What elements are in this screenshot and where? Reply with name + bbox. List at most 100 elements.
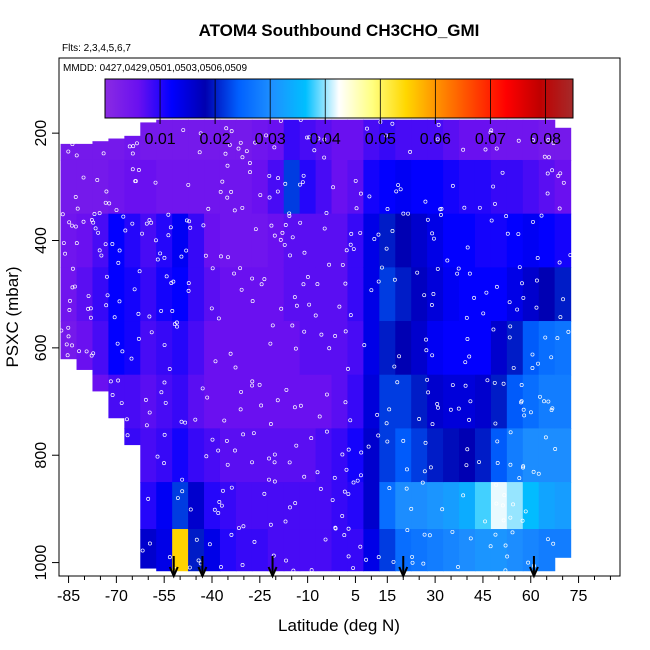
sample-point xyxy=(346,447,351,452)
sample-point xyxy=(354,206,359,211)
sample-point xyxy=(422,469,427,474)
sample-point xyxy=(291,568,296,573)
sample-point xyxy=(333,334,338,338)
heatmap-cell xyxy=(363,428,380,483)
x-tick-label: 30 xyxy=(426,588,444,605)
sample-point xyxy=(508,515,513,520)
sample-point xyxy=(542,154,547,159)
sample-point xyxy=(535,256,540,260)
sample-point xyxy=(197,150,202,155)
sample-point xyxy=(529,410,533,415)
sample-point xyxy=(301,173,306,178)
sample-point xyxy=(484,290,489,295)
sample-point xyxy=(550,168,555,173)
sample-point xyxy=(293,501,298,506)
heatmap-cell xyxy=(347,374,365,429)
sample-point xyxy=(461,493,466,498)
sample-point xyxy=(530,366,535,370)
heatmap-cell xyxy=(299,267,317,322)
sample-point xyxy=(342,533,347,538)
sample-point xyxy=(349,231,354,236)
sample-point xyxy=(97,211,102,216)
sample-point xyxy=(494,501,499,506)
sample-point xyxy=(435,137,440,142)
heatmap-cell xyxy=(427,213,444,268)
sample-point xyxy=(162,432,167,437)
sample-point xyxy=(179,419,184,424)
sample-point xyxy=(288,505,292,510)
sample-point xyxy=(75,206,80,211)
sample-point xyxy=(68,298,72,303)
sample-point xyxy=(420,480,425,485)
sample-point xyxy=(553,447,558,451)
sample-point xyxy=(351,247,356,251)
heatmap-cell xyxy=(60,143,78,161)
colorbar-tick-label: 0.07 xyxy=(475,131,506,148)
heatmap-cell xyxy=(188,529,205,572)
heatmap-cell xyxy=(108,138,125,161)
sample-point xyxy=(322,226,327,231)
sample-point xyxy=(216,511,221,515)
sample-point xyxy=(86,294,91,299)
heatmap-cell xyxy=(299,374,317,429)
sample-point xyxy=(422,293,427,298)
sample-point xyxy=(327,262,332,267)
colorbar-tick-label: 0.08 xyxy=(530,131,561,148)
heatmap-cell xyxy=(188,159,205,215)
sample-point xyxy=(247,161,252,165)
sample-point xyxy=(561,180,566,185)
sample-point xyxy=(387,486,392,491)
sample-point xyxy=(140,231,144,236)
sample-point xyxy=(252,539,257,544)
sample-point xyxy=(240,563,245,567)
sample-point xyxy=(450,383,455,388)
sample-point xyxy=(284,387,289,392)
sample-point xyxy=(343,400,348,405)
sample-point xyxy=(134,141,139,146)
sample-point xyxy=(450,529,455,534)
colorbar-tick-label: 0.04 xyxy=(310,131,341,148)
heatmap-cell xyxy=(92,141,110,161)
sample-point xyxy=(228,351,233,356)
sample-point xyxy=(70,266,75,271)
sample-point xyxy=(305,135,309,140)
heatmap-cell xyxy=(443,267,460,322)
sample-point xyxy=(253,140,258,145)
sample-point xyxy=(421,561,426,566)
sample-point xyxy=(439,206,444,211)
sample-point xyxy=(292,295,297,300)
heatmap-cell xyxy=(204,159,221,215)
sample-point xyxy=(558,315,563,320)
sample-point xyxy=(568,253,573,258)
heatmap-cell xyxy=(427,482,444,530)
heatmap-cell xyxy=(506,119,524,161)
sample-point xyxy=(450,183,455,188)
heatmap-cell xyxy=(395,213,412,268)
heatmap-cell xyxy=(331,321,349,376)
heatmap-cell xyxy=(427,529,444,572)
sample-point xyxy=(70,142,75,147)
sample-point xyxy=(505,231,510,236)
sample-point xyxy=(158,251,163,256)
sample-point xyxy=(380,265,384,270)
heatmap-cell xyxy=(315,267,333,322)
heatmap-cell xyxy=(443,321,460,376)
heatmap-cell xyxy=(347,159,365,215)
sample-point xyxy=(549,355,554,360)
heatmap-cell xyxy=(124,321,141,376)
heatmap-cell xyxy=(474,267,492,322)
heatmap-cell xyxy=(315,119,333,161)
sample-point xyxy=(59,328,64,333)
sample-point xyxy=(516,232,521,236)
sample-point xyxy=(493,421,498,426)
sample-point xyxy=(367,194,372,199)
heatmap-cell xyxy=(235,321,253,376)
sample-point xyxy=(489,128,494,133)
heatmap-cell xyxy=(443,159,460,215)
heatmap-cell xyxy=(554,529,572,558)
heatmap-cell xyxy=(347,213,365,268)
sample-point xyxy=(488,130,493,135)
sample-point xyxy=(103,242,108,247)
sample-point xyxy=(275,189,280,194)
sample-point xyxy=(279,306,284,311)
